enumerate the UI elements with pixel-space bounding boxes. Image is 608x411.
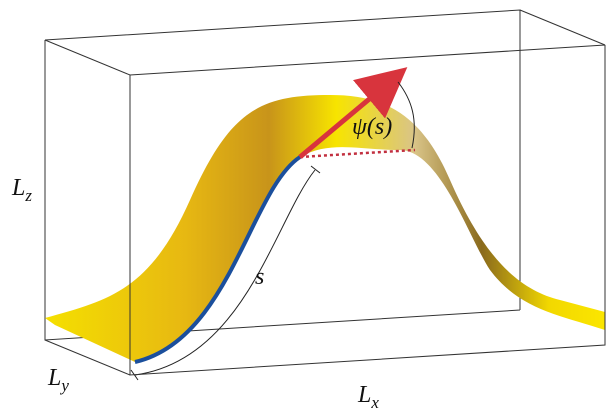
lz-label: Lz [11, 175, 32, 205]
lz-sub: z [24, 186, 32, 205]
ly-label: Ly [47, 365, 69, 395]
ly-main: L [47, 365, 61, 391]
dotted-line [299, 148, 416, 159]
lx-main: L [357, 382, 371, 408]
s-label: s [255, 264, 264, 290]
lx-sub: x [370, 393, 379, 411]
tangent-arrow [298, 67, 408, 159]
angle-arc [397, 81, 415, 149]
front-edges [44, 9, 606, 376]
lx-label: Lx [357, 382, 379, 411]
blue-curve [134, 155, 302, 364]
lz-main: L [11, 175, 25, 201]
psi-label: ψ(s) [352, 114, 392, 140]
surface [45, 95, 605, 362]
box-front [44, 9, 606, 376]
ly-sub: y [59, 376, 69, 395]
